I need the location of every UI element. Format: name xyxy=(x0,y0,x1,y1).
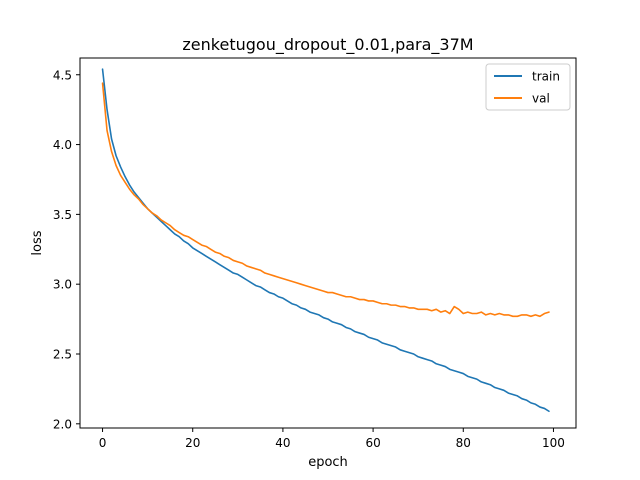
series-line-val xyxy=(101,82,550,318)
chart-title: zenketugou_dropout_0.01,para_37M xyxy=(182,35,473,55)
plot-frame xyxy=(79,57,577,429)
legend: train val xyxy=(485,63,571,111)
series-line-train xyxy=(101,68,550,413)
ticks-layer: 0 20 40 60 80 100 2.0 2.5 3.0 3.5 4.0 4.5 xyxy=(53,68,565,450)
y-tick-label: 4.5 xyxy=(53,68,72,82)
legend-label-val: val xyxy=(532,92,550,106)
x-tick-label: 60 xyxy=(365,436,380,450)
y-axis-label: loss xyxy=(30,230,45,255)
x-tick-label: 100 xyxy=(542,436,565,450)
x-tick-label: 0 xyxy=(99,436,107,450)
series-layer xyxy=(101,68,550,413)
y-tick-label: 3.0 xyxy=(53,278,72,292)
x-tick-label: 80 xyxy=(456,436,471,450)
x-tick-label: 40 xyxy=(275,436,290,450)
y-tick-label: 2.0 xyxy=(53,417,72,431)
y-tick-label: 2.5 xyxy=(53,348,72,362)
legend-label-train: train xyxy=(532,70,560,84)
x-axis-label: epoch xyxy=(308,455,348,470)
x-tick-label: 20 xyxy=(185,436,200,450)
y-tick-label: 4.0 xyxy=(53,138,72,152)
y-tick-label: 3.5 xyxy=(53,208,72,222)
